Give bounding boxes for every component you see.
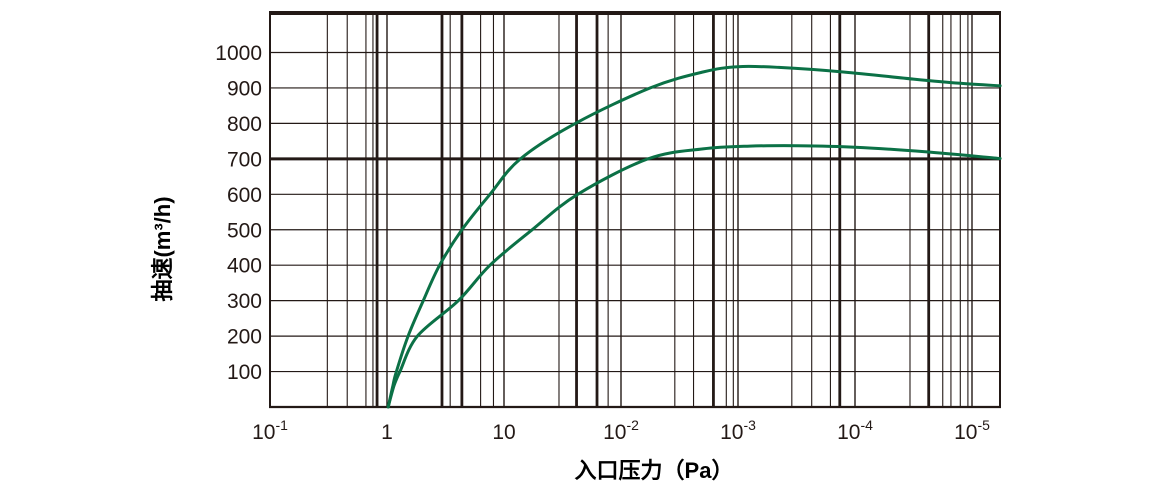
y-tick-label: 900: [227, 77, 262, 100]
x-tick-label: 10-2: [603, 417, 639, 444]
x-tick-label: 10-3: [720, 417, 756, 444]
x-tick-label: 10-4: [837, 417, 873, 444]
x-tick-label: 10: [492, 421, 515, 444]
x-tick-labels: 10-1 1 10 10-2 10-3 10-4 10-5: [252, 417, 990, 444]
speed-curves: [386, 64, 1002, 409]
y-tick-label: 300: [227, 290, 262, 313]
x-tick-label: 10-1: [252, 417, 288, 444]
y-axis-title: 抽速(m³/h): [150, 196, 175, 301]
plot-border: [269, 11, 1001, 409]
y-tick-label: 700: [227, 148, 262, 171]
y-tick-labels: 100 200 300 400 500 600 700 800 900 1000: [215, 42, 262, 384]
y-tick-label: 800: [227, 113, 262, 136]
upper-speed-curve: [386, 64, 1002, 409]
y-tick-label: 1000: [215, 42, 262, 65]
horizontal-gridlines: [270, 51, 1000, 373]
x-axis-title: 入口压力（Pa）: [575, 458, 734, 483]
y-tick-label: 400: [227, 255, 262, 278]
x-tick-label: 10-5: [954, 417, 990, 444]
y-tick-label: 600: [227, 184, 262, 207]
x-tick-label: 1: [381, 421, 393, 444]
y-tick-label: 100: [227, 361, 262, 384]
vertical-gridlines: [326, 13, 973, 407]
lower-speed-curve: [386, 144, 1002, 409]
y-tick-label: 200: [227, 326, 262, 349]
y-tick-label: 500: [227, 219, 262, 242]
